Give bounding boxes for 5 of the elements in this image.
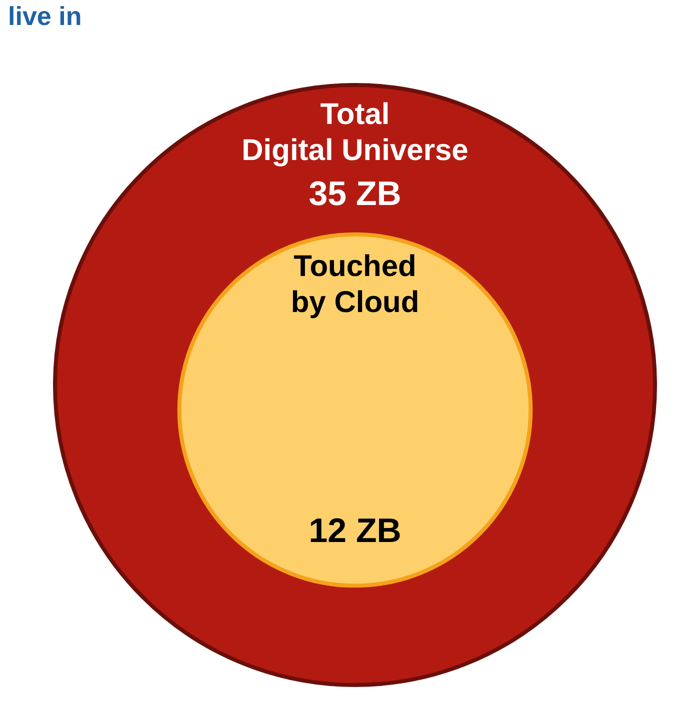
category-label: Touched by Cloud [290, 250, 420, 319]
data-label: 12 ZB [308, 512, 402, 550]
category-label: Total Digital Universe [242, 98, 468, 167]
text: live in [8, 1, 82, 31]
data-label: 35 ZB [308, 175, 402, 213]
